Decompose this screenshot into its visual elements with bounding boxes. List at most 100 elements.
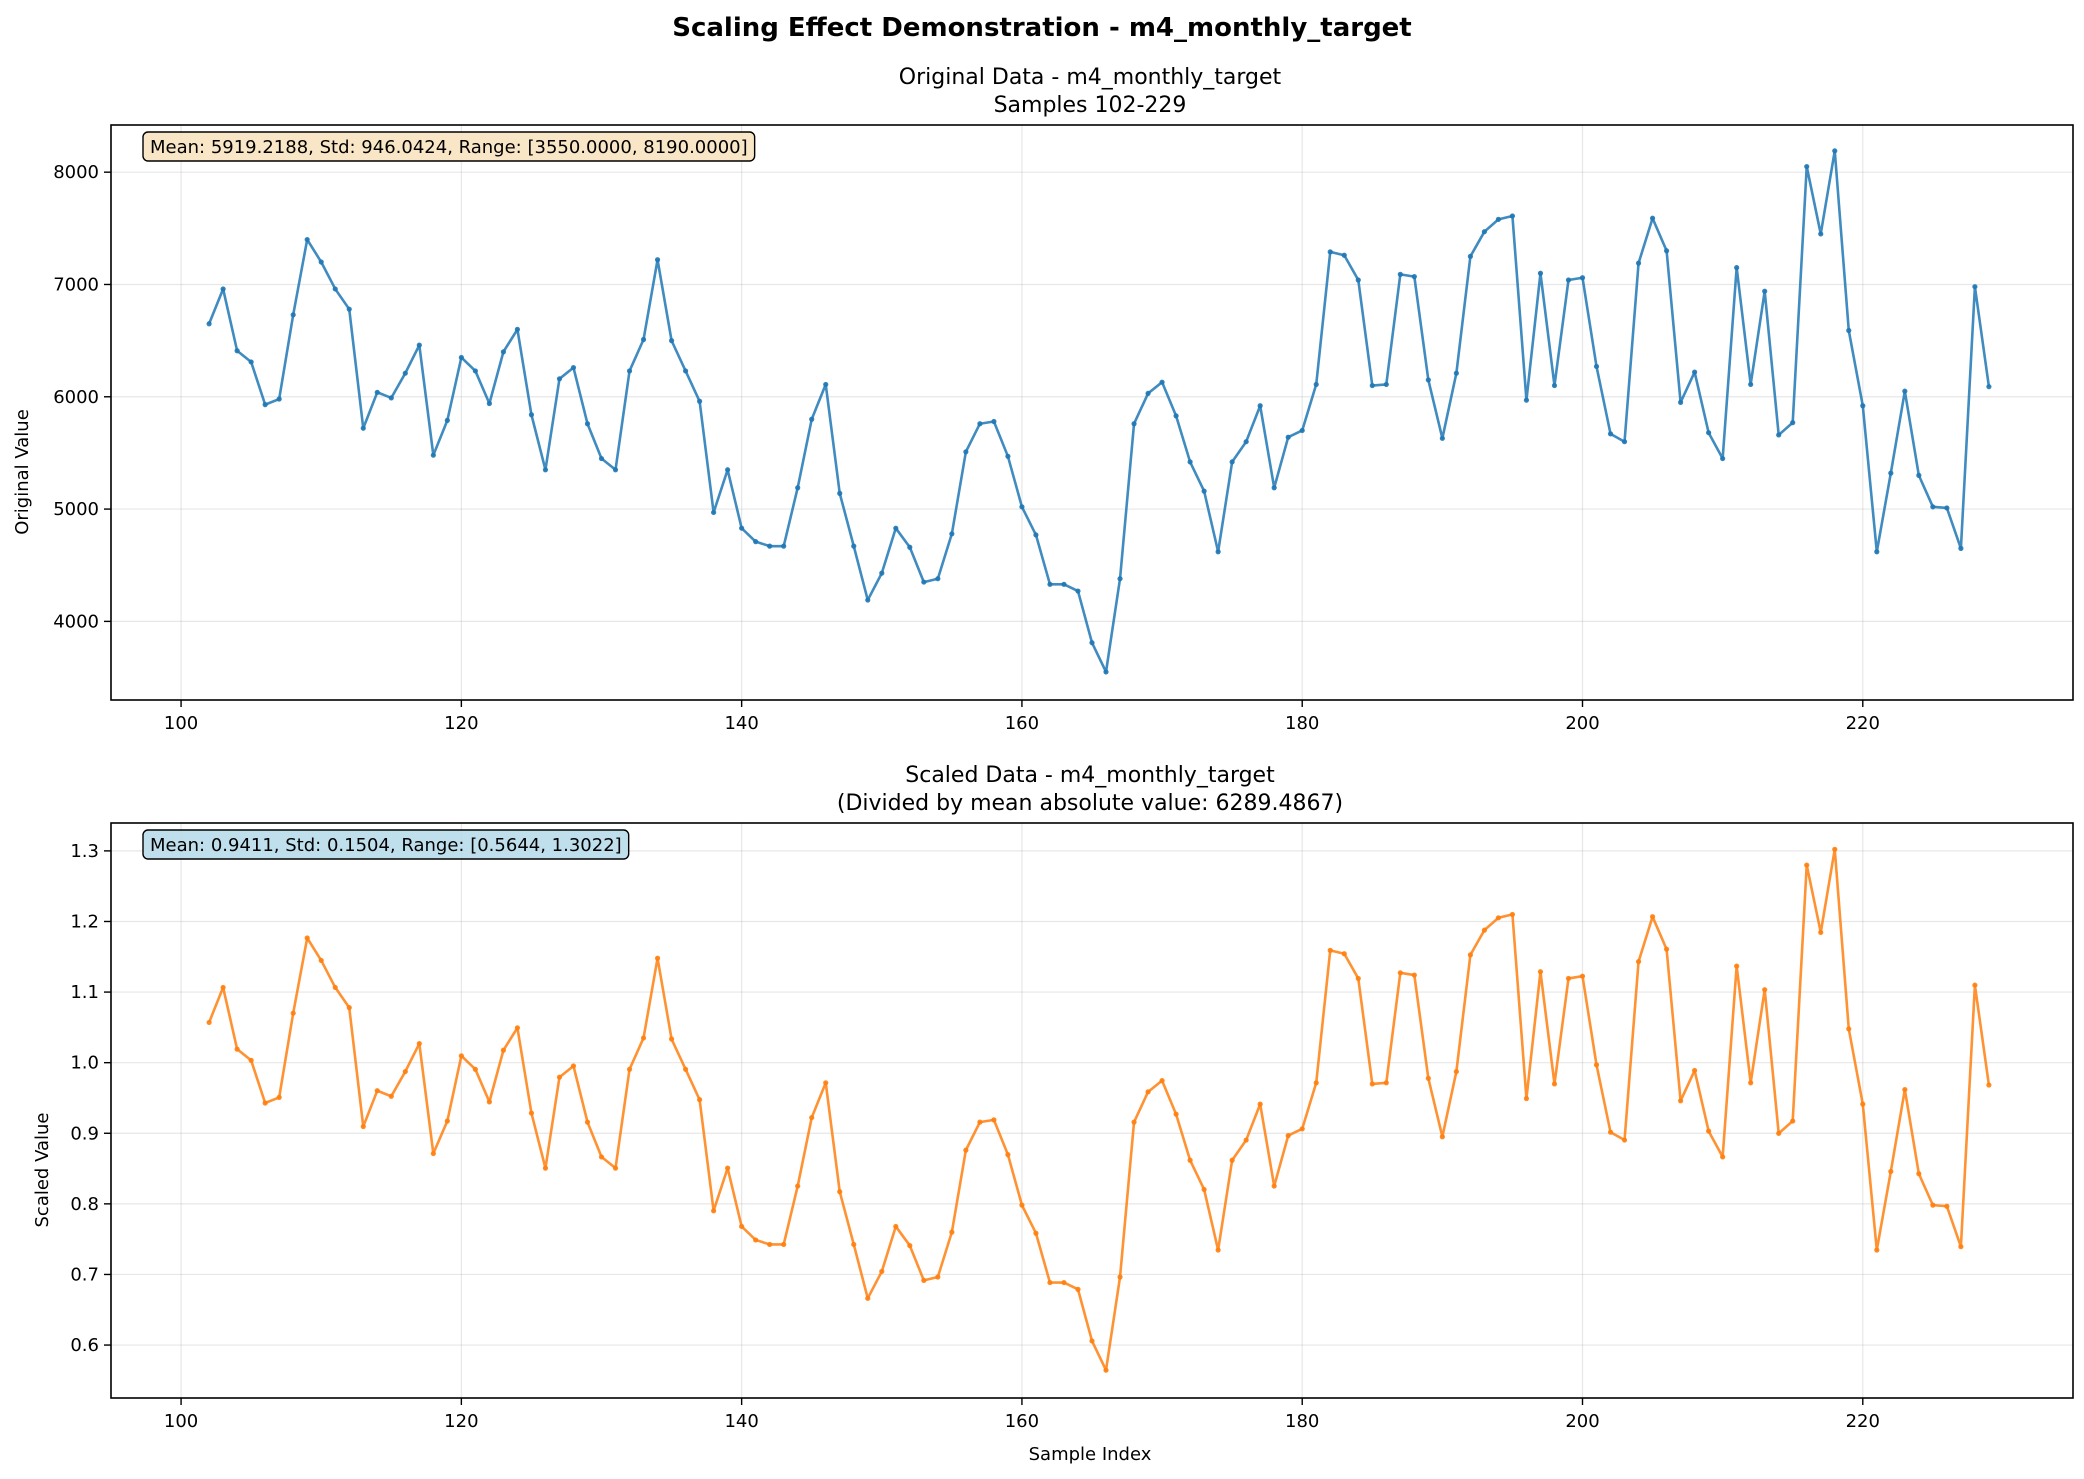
original-data-point bbox=[542, 467, 549, 473]
scaled-data-point bbox=[1649, 914, 1656, 920]
original-data-point bbox=[500, 349, 506, 355]
scaled-data-point bbox=[1355, 975, 1361, 982]
original-data-point bbox=[1131, 421, 1137, 427]
scaled-data-point bbox=[206, 1019, 212, 1026]
scaled-data-point bbox=[500, 1047, 506, 1053]
scaled-series-line bbox=[207, 848, 1991, 1372]
original-data-point bbox=[1159, 379, 1165, 385]
scaled-data-point bbox=[1720, 1154, 1726, 1160]
original-data-point bbox=[1229, 459, 1235, 465]
scaled-xlabel: Sample Index bbox=[1029, 1444, 1152, 1465]
scaled-data-point bbox=[1019, 1202, 1025, 1208]
scaled-stats-box-bg bbox=[142, 829, 630, 860]
scaled-data-point bbox=[1832, 846, 1838, 852]
original-data-point bbox=[1818, 231, 1824, 237]
scaled-title-line2: (Divided by mean absolute value: 6289.48… bbox=[837, 791, 1343, 816]
scaled-data-point bbox=[781, 1241, 787, 1248]
original-ytick-label: 8000 bbox=[53, 162, 99, 183]
scaled-xtick-label: 220 bbox=[1846, 1411, 1880, 1432]
original-data-point bbox=[472, 368, 478, 374]
scaled-data-point bbox=[963, 1147, 969, 1153]
scaled-data-point bbox=[1804, 862, 1810, 868]
original-xtick-label: 180 bbox=[1285, 713, 1319, 734]
scaled-xtick-label: 120 bbox=[444, 1411, 478, 1432]
scaled-data-point bbox=[1565, 975, 1572, 982]
original-series-line bbox=[207, 149, 1991, 674]
scaled-data-point bbox=[1818, 929, 1824, 936]
original-data-point bbox=[1299, 427, 1305, 434]
scaled-data-point bbox=[1593, 1062, 1600, 1068]
original-data-point bbox=[1537, 270, 1544, 276]
scaled-data-point bbox=[1439, 1134, 1445, 1140]
original-data-point bbox=[290, 312, 296, 318]
original-data-point bbox=[1061, 581, 1067, 587]
original-data-point bbox=[1579, 275, 1586, 281]
original-data-point bbox=[374, 389, 380, 395]
scaled-data-point bbox=[1551, 1081, 1558, 1087]
original-data-point bbox=[1257, 403, 1263, 409]
scaled-data-point bbox=[1047, 1279, 1053, 1286]
scaled-data-point bbox=[809, 1114, 815, 1121]
original-data-point bbox=[1425, 377, 1431, 383]
original-data-point bbox=[1019, 504, 1025, 510]
original-data-point bbox=[1439, 435, 1445, 441]
original-data-point bbox=[276, 396, 282, 402]
original-data-point bbox=[1790, 420, 1796, 426]
scaled-data-point bbox=[1860, 1101, 1866, 1107]
original-data-point bbox=[514, 326, 521, 332]
scaled-data-point bbox=[1061, 1279, 1067, 1286]
scaled-data-point bbox=[654, 955, 661, 961]
original-data-point bbox=[795, 485, 801, 491]
original-xtick-label: 140 bbox=[724, 713, 758, 734]
scaled-data-point bbox=[1846, 1026, 1852, 1032]
original-data-point bbox=[753, 539, 759, 545]
original-axes-frame bbox=[110, 124, 2074, 701]
scaled-data-point bbox=[1243, 1137, 1249, 1143]
original-data-point bbox=[1103, 669, 1109, 675]
original-grid bbox=[111, 125, 2073, 700]
scaled-data-point bbox=[1397, 970, 1403, 976]
scaled-data-point bbox=[1692, 1067, 1698, 1074]
original-data-point bbox=[668, 338, 675, 344]
original-data-point bbox=[598, 455, 605, 462]
original-data-point bbox=[262, 402, 268, 408]
scaled-data-point bbox=[711, 1208, 717, 1214]
scaled-data-point bbox=[486, 1099, 492, 1105]
original-data-point bbox=[1748, 381, 1754, 388]
scaled-ytick-label: 1.1 bbox=[70, 982, 99, 1003]
original-data-point bbox=[1916, 472, 1922, 478]
original-ytick-label: 7000 bbox=[53, 274, 99, 295]
scaled-data-point bbox=[725, 1165, 731, 1171]
scaled-data-point bbox=[893, 1223, 899, 1230]
scaled-data-point bbox=[1131, 1119, 1137, 1125]
scaled-data-point bbox=[1117, 1274, 1123, 1280]
original-data-point bbox=[402, 370, 408, 376]
scaled-data-point bbox=[1888, 1168, 1894, 1175]
scaled-data-point bbox=[1383, 1080, 1389, 1086]
original-data-point bbox=[1734, 265, 1740, 271]
original-data-point bbox=[1341, 252, 1347, 258]
scaled-ytick-label: 1.0 bbox=[70, 1053, 99, 1074]
original-ylabel: Original Value bbox=[12, 409, 33, 535]
original-data-point bbox=[1397, 271, 1403, 277]
scaled-data-point bbox=[1425, 1075, 1431, 1081]
scaled-data-point bbox=[374, 1088, 380, 1094]
scaled-data-point bbox=[865, 1295, 871, 1301]
original-data-point bbox=[1663, 248, 1670, 254]
scaled-data-point bbox=[1285, 1133, 1291, 1139]
original-data-point bbox=[1930, 504, 1936, 510]
scaled-data-point bbox=[1874, 1247, 1880, 1253]
scaled-xtick-label: 100 bbox=[164, 1411, 198, 1432]
original-data-point bbox=[1804, 163, 1810, 170]
scaled-data-point bbox=[1537, 969, 1544, 975]
original-series bbox=[206, 148, 1992, 675]
scaled-ticks: 100 120 140 160 180 200 220 0.6 0.7 0.8 0.9 1.0 1.1 1… bbox=[70, 841, 1880, 1432]
original-data-point bbox=[1215, 549, 1221, 555]
scaled-data-point bbox=[1005, 1152, 1011, 1158]
original-data-point bbox=[879, 570, 885, 576]
original-data-point bbox=[1187, 459, 1193, 465]
scaled-data-point bbox=[262, 1100, 268, 1106]
scaled-data-point bbox=[907, 1242, 913, 1249]
original-data-point bbox=[893, 525, 899, 531]
original-data-point bbox=[1509, 213, 1516, 219]
